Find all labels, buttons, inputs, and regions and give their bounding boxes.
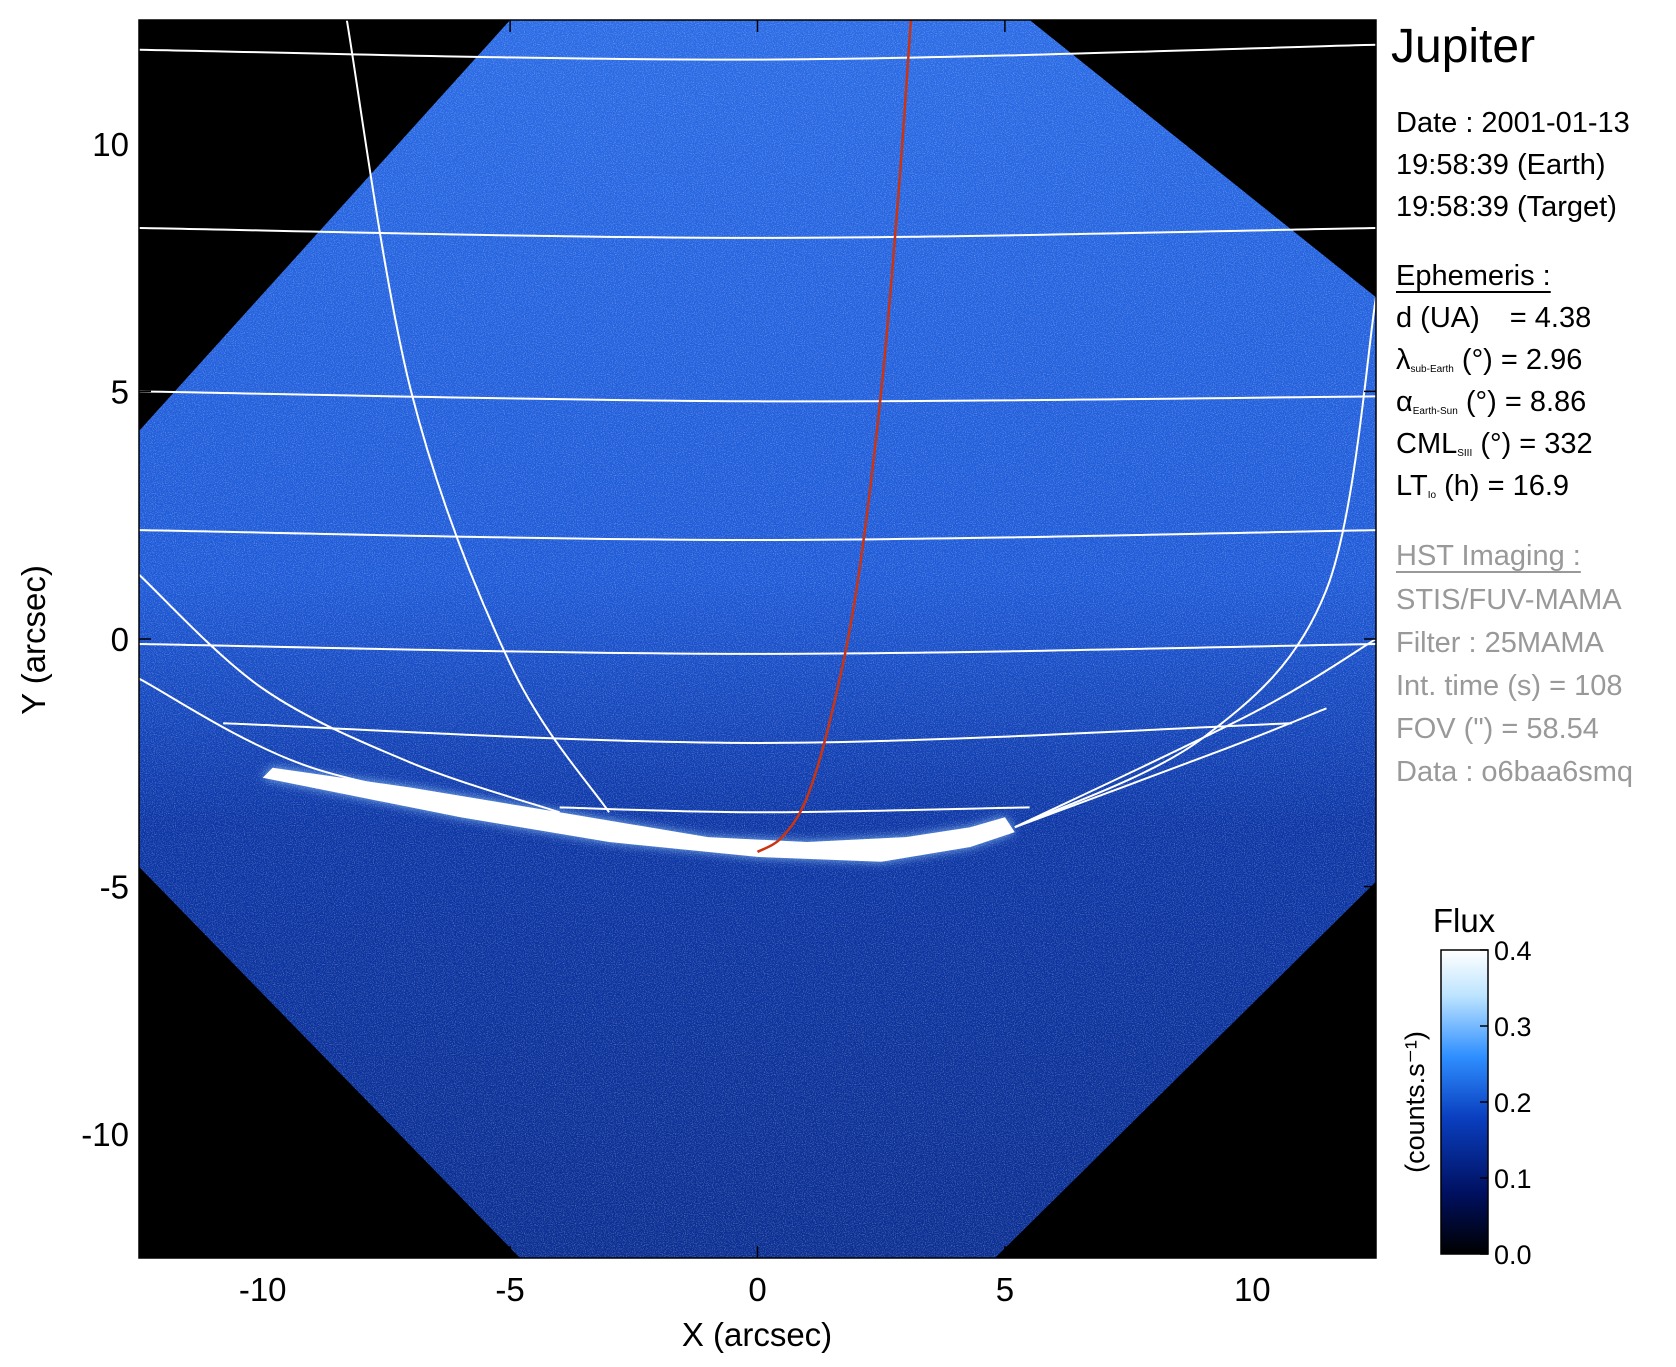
ephemeris-alpha: αEarth-Sun (°) = 8.86 — [1396, 381, 1586, 433]
distance-value: = 4.38 — [1509, 302, 1592, 334]
aurora-emission — [262, 767, 1015, 862]
hst-dataset: Data : o6baa6smq — [1396, 756, 1633, 788]
colorbar-tick-label: 0.4 — [1494, 936, 1532, 966]
lt-symbol: LT — [1396, 470, 1428, 502]
y-axis: -10 -5 0 5 10 — [81, 126, 1376, 1153]
latitude-line-2 — [139, 390, 1376, 403]
cml-value: = 332 — [1519, 428, 1593, 460]
hst-filter: Filter : 25MAMA — [1396, 627, 1604, 659]
observation-date: Date : 2001-01-13 — [1396, 107, 1630, 139]
latitude-line-0 — [139, 43, 1376, 61]
y-tick-label: -5 — [100, 869, 129, 906]
x-tick-label: 10 — [1234, 1271, 1271, 1308]
latitude-line-5 — [223, 722, 1292, 745]
y-tick-label: 5 — [111, 373, 129, 410]
hst-fov: FOV (") = 58.54 — [1396, 713, 1599, 745]
ephemeris-lambda: λsub-Earth (°) = 2.96 — [1396, 339, 1582, 391]
alpha-value: = 8.86 — [1504, 386, 1587, 418]
colorbar-ticks: 0.0 0.1 0.2 0.3 0.4 — [1480, 936, 1532, 1270]
ephemeris-distance: d (UA) = 4.38 — [1396, 297, 1591, 339]
latitude-line-3 — [139, 529, 1376, 542]
colorbar-tick-label: 0.3 — [1494, 1012, 1532, 1042]
alpha-symbol: α — [1396, 386, 1413, 418]
longitude-line-3 — [1014, 297, 1376, 829]
colorbar-title: Flux — [1433, 902, 1496, 939]
x-tick-label: -10 — [239, 1271, 287, 1308]
longitude-line-2 — [139, 677, 560, 819]
colorbar: Flux 0.0 0.1 0.2 0.3 0.4 (counts.s⁻¹) — [1400, 902, 1532, 1270]
ephemeris-local-time: LTIo (h) = 16.9 — [1396, 465, 1569, 517]
longitude-line-1 — [139, 573, 560, 814]
x-tick-label: 0 — [748, 1271, 766, 1308]
longitude-line-5 — [1014, 707, 1327, 829]
io-footprint-line — [756, 20, 913, 854]
distance-label: d (UA) — [1396, 302, 1480, 334]
ephemeris-title: Ephemeris : — [1396, 260, 1551, 292]
time-target: 19:58:39 (Target) — [1396, 191, 1617, 223]
colorbar-tick-label: 0.2 — [1494, 1088, 1532, 1118]
cml-symbol: CML — [1396, 428, 1458, 460]
plot-area — [138, 19, 1377, 1259]
colorbar-tick-label: 0.0 — [1494, 1240, 1532, 1270]
latitude-line-1 — [139, 227, 1376, 239]
latitude-line-6 — [559, 806, 1030, 814]
y-axis-label: Y (arcsec) — [15, 565, 52, 715]
x-axis-label: X (arcsec) — [682, 1316, 832, 1353]
lambda-unit: (°) — [1461, 344, 1493, 376]
lambda-value: = 2.96 — [1500, 344, 1583, 376]
lt-value: = 16.9 — [1487, 470, 1570, 502]
planet-title: Jupiter — [1391, 20, 1535, 73]
x-axis: -10 -5 0 5 10 — [239, 20, 1271, 1308]
x-tick-label: 5 — [996, 1271, 1014, 1308]
image-noise — [139, 20, 1376, 1258]
x-tick-label: -5 — [495, 1271, 524, 1308]
lt-subscript: Io — [1427, 490, 1437, 501]
colorbar-unit: (counts.s⁻¹) — [1400, 1031, 1430, 1173]
longitude-line-0 — [345, 20, 610, 813]
colorbar-tick-label: 0.1 — [1494, 1164, 1532, 1194]
aurora-core — [262, 767, 1015, 862]
hst-integration-time: Int. time (s) = 108 — [1396, 670, 1623, 702]
lt-unit: (h) — [1444, 470, 1480, 502]
hst-imaging-title: HST Imaging : — [1396, 540, 1581, 572]
y-tick-label: 10 — [92, 126, 129, 163]
io-footprint — [756, 20, 913, 854]
hst-instrument: STIS/FUV-MAMA — [1396, 584, 1622, 616]
y-tick-label: -10 — [81, 1116, 129, 1153]
alpha-subscript: Earth-Sun — [1412, 406, 1458, 417]
longitude-line-4 — [1014, 638, 1376, 829]
planet-grid — [139, 20, 1376, 829]
cml-subscript: SIII — [1457, 448, 1473, 459]
lambda-symbol: λ — [1396, 344, 1411, 376]
latitude-line-4 — [139, 643, 1376, 655]
alpha-unit: (°) — [1465, 386, 1497, 418]
time-earth: 19:58:39 (Earth) — [1396, 149, 1606, 181]
lambda-subscript: sub-Earth — [1410, 364, 1454, 375]
ephemeris-cml: CMLSIII (°) = 332 — [1396, 423, 1593, 475]
y-tick-label: 0 — [111, 621, 129, 658]
cml-unit: (°) — [1480, 428, 1512, 460]
